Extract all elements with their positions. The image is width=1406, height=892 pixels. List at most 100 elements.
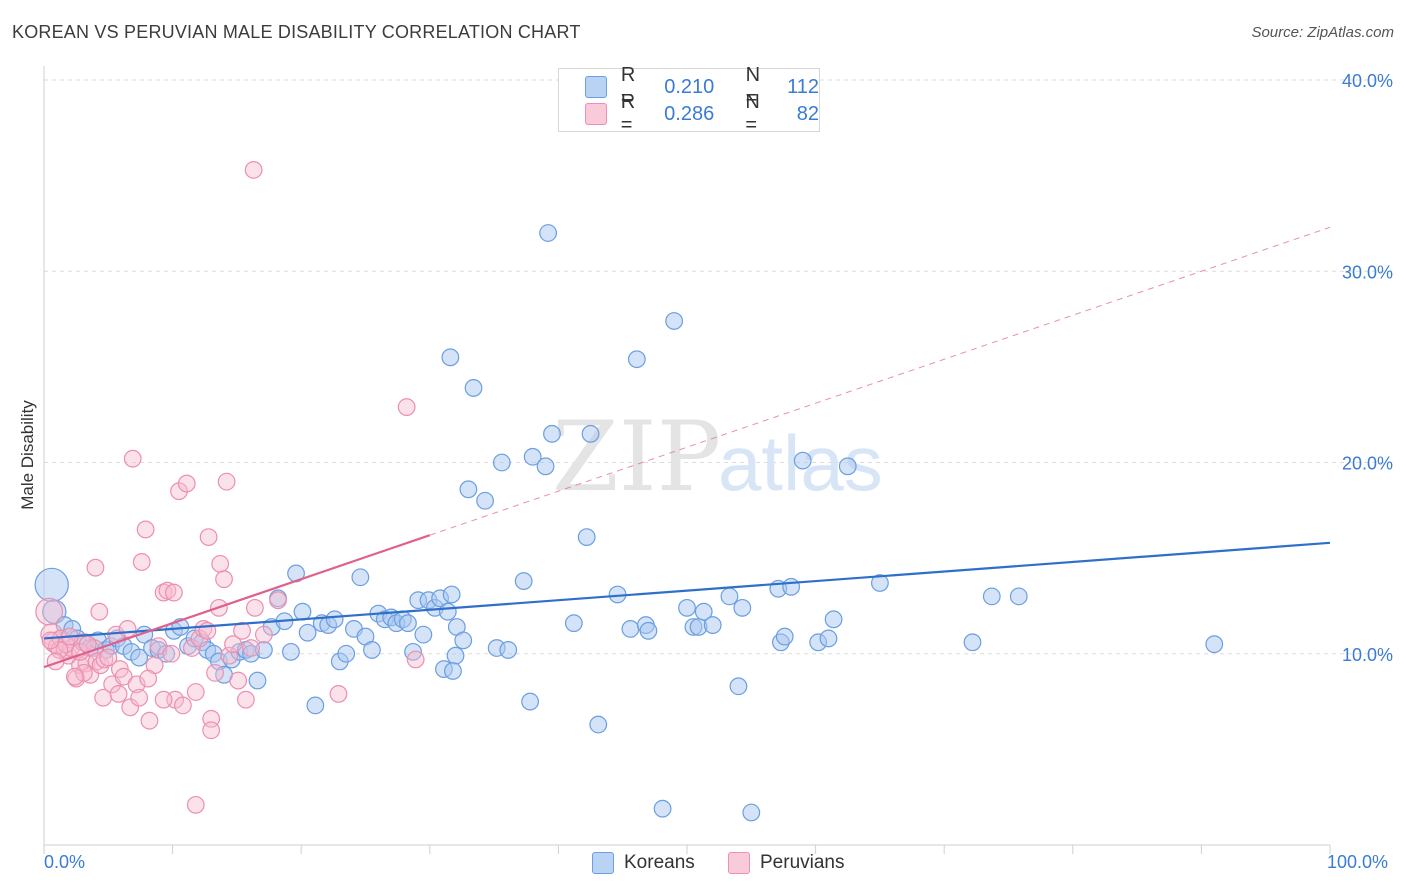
data-point xyxy=(543,424,561,443)
data-point xyxy=(627,350,646,369)
y-tick-label: 10.0% xyxy=(1342,645,1393,665)
data-point xyxy=(35,597,64,626)
data-point xyxy=(733,598,752,617)
data-point xyxy=(123,449,142,468)
legend-item-peruvians: Peruvians xyxy=(728,852,845,874)
korean-swatch xyxy=(592,852,614,874)
data-point xyxy=(523,447,542,466)
data-point xyxy=(577,528,596,546)
data-point xyxy=(255,625,273,644)
axes xyxy=(43,66,1331,854)
chart-title: KOREAN VS PERUVIAN MALE DISABILITY CORRE… xyxy=(12,22,581,42)
data-point xyxy=(454,631,473,650)
data-point xyxy=(476,491,494,510)
r-label: R = xyxy=(620,91,636,136)
watermark-zip: ZIP xyxy=(552,401,721,513)
peruvian-trend-extension xyxy=(429,226,1331,536)
data-point xyxy=(140,711,159,730)
data-point xyxy=(414,625,433,644)
data-point xyxy=(50,641,69,659)
y-tick-labels: 10.0% 20.0% 30.0% 40.0% xyxy=(1342,71,1393,665)
data-point xyxy=(492,453,511,472)
data-point xyxy=(211,554,230,573)
data-point xyxy=(177,474,196,493)
data-point xyxy=(793,451,812,470)
trend-lines xyxy=(43,226,1331,669)
data-point xyxy=(164,583,183,602)
data-point xyxy=(982,587,1001,606)
data-point xyxy=(34,567,69,603)
r-value: 0.210 xyxy=(664,75,715,98)
data-point xyxy=(74,663,93,682)
data-point xyxy=(154,690,173,709)
y-tick-label: 30.0% xyxy=(1342,262,1393,282)
data-point xyxy=(40,623,64,647)
data-point xyxy=(255,641,273,659)
data-point xyxy=(838,457,857,476)
data-point xyxy=(678,598,696,617)
data-point xyxy=(130,648,149,667)
data-point xyxy=(459,480,478,499)
legend-label: Koreans xyxy=(624,852,695,873)
y-axis-label: Male Disability xyxy=(18,400,37,510)
data-point xyxy=(514,572,533,590)
data-point xyxy=(720,587,739,606)
data-point xyxy=(86,558,105,577)
data-point xyxy=(109,685,128,703)
data-point xyxy=(132,553,151,571)
n-label: N = xyxy=(745,64,761,109)
data-point xyxy=(246,598,264,617)
data-point xyxy=(65,667,84,686)
data-point xyxy=(90,602,109,621)
data-point xyxy=(139,669,158,688)
peruvian-trend-line xyxy=(43,534,431,669)
peruvian-swatch xyxy=(585,103,607,125)
r-value: 0.286 xyxy=(664,102,715,125)
data-point xyxy=(729,677,748,696)
data-point xyxy=(186,795,205,814)
data-point xyxy=(215,570,233,589)
data-point xyxy=(444,662,462,680)
source-label: Source: ZipAtlas.com xyxy=(1251,24,1394,41)
data-point xyxy=(298,623,317,642)
data-point xyxy=(127,675,146,694)
data-point xyxy=(186,683,205,701)
data-point xyxy=(1009,587,1028,606)
data-point xyxy=(41,631,60,650)
legend-item-koreans: Koreans xyxy=(592,852,695,874)
data-point xyxy=(199,528,218,546)
data-point xyxy=(282,642,300,661)
correlation-legend: R = 0.210 N = 112 R = 0.286 N = 82 xyxy=(558,64,820,136)
data-point xyxy=(742,803,761,822)
data-point xyxy=(248,671,267,690)
korean-trend-line xyxy=(43,541,1331,640)
data-point xyxy=(130,688,149,707)
data-point xyxy=(963,633,982,652)
data-point xyxy=(121,698,140,717)
data-point xyxy=(237,690,255,709)
data-point xyxy=(536,457,555,476)
data-point xyxy=(173,696,192,715)
n-value: 82 xyxy=(796,102,820,125)
n-label: N = xyxy=(745,91,760,136)
data-point xyxy=(114,667,133,686)
data-point xyxy=(665,312,684,330)
data-point xyxy=(202,721,221,740)
data-point xyxy=(464,379,483,397)
data-point xyxy=(337,644,356,663)
data-point xyxy=(206,663,224,682)
data-point xyxy=(442,585,461,604)
data-point xyxy=(639,621,658,640)
data-point xyxy=(775,627,794,646)
data-point xyxy=(220,646,239,665)
y-tick-label: 40.0% xyxy=(1342,71,1393,91)
data-point xyxy=(438,602,457,621)
data-point xyxy=(397,398,416,416)
data-point xyxy=(233,621,251,640)
legend-label: Peruvians xyxy=(760,852,845,873)
y-tick-label: 20.0% xyxy=(1342,454,1393,474)
data-point xyxy=(162,644,181,663)
data-point xyxy=(244,160,263,179)
